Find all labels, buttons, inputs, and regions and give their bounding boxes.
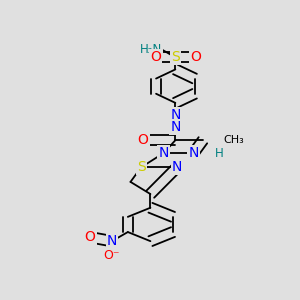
Text: O⁻: O⁻ xyxy=(104,249,120,262)
Text: O: O xyxy=(85,230,95,244)
Text: O: O xyxy=(190,50,201,64)
Text: H: H xyxy=(215,146,224,160)
Text: CH₃: CH₃ xyxy=(224,135,244,145)
Text: N: N xyxy=(170,108,181,122)
Text: N: N xyxy=(170,120,181,134)
Text: N: N xyxy=(172,160,182,174)
Text: N: N xyxy=(107,234,117,248)
Text: H₂N: H₂N xyxy=(140,43,162,56)
Text: N: N xyxy=(158,146,169,160)
Text: S: S xyxy=(171,50,180,64)
Text: N: N xyxy=(188,146,199,160)
Text: S: S xyxy=(137,160,146,174)
Text: O: O xyxy=(138,133,148,147)
Text: O: O xyxy=(150,50,161,64)
